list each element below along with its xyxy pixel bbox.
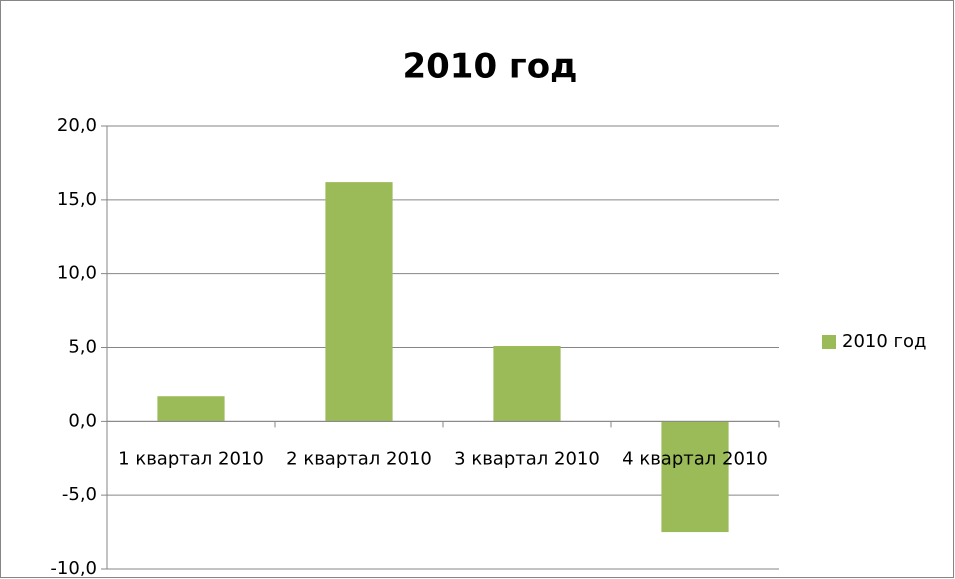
y-tick-label: 0,0 [68, 410, 97, 431]
bar [661, 421, 729, 533]
chart-title: 2010 год [402, 47, 577, 87]
y-tick-label: 20,0 [57, 115, 97, 136]
x-tick-label: 3 квартал 2010 [454, 448, 600, 469]
y-tick-label: 15,0 [57, 189, 97, 210]
bar [157, 396, 225, 422]
y-tick-label: 10,0 [57, 263, 97, 284]
x-tick-label: 1 квартал 2010 [118, 448, 264, 469]
y-tick-label: -5,0 [62, 484, 97, 505]
x-tick-label: 4 квартал 2010 [622, 448, 768, 469]
legend-label: 2010 год [842, 331, 926, 352]
bar [493, 346, 561, 422]
y-tick-label: 5,0 [68, 337, 97, 358]
x-tick-label: 2 квартал 2010 [286, 448, 432, 469]
legend-swatch [822, 335, 836, 349]
bar [325, 182, 393, 422]
y-tick-label: -10,0 [50, 558, 97, 579]
